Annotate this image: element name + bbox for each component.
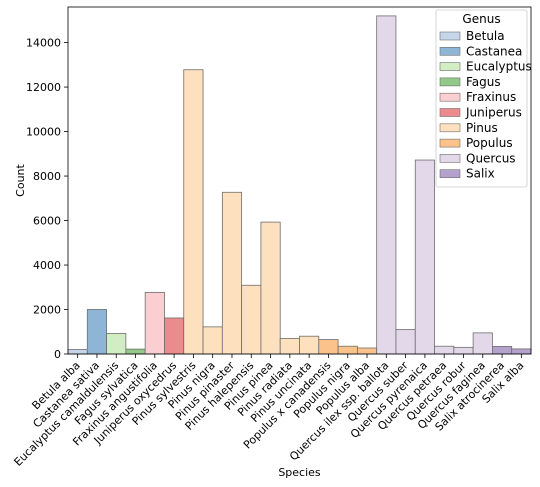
legend-label: Salix: [466, 167, 495, 181]
legend-label: Fraxinus: [466, 90, 516, 104]
legend-swatch: [439, 92, 461, 102]
legend-label: Juniperus: [465, 106, 522, 120]
legend-swatch: [439, 31, 461, 41]
plot-frame: [67, 6, 532, 355]
bar: [125, 348, 146, 355]
bar: [299, 335, 320, 355]
legend-label: Populus: [466, 136, 513, 150]
bar: [260, 221, 281, 355]
bar: [511, 348, 532, 355]
legend-swatch: [439, 138, 461, 148]
bar: [376, 15, 397, 355]
bar: [414, 159, 435, 355]
bar: [164, 317, 185, 355]
bar: [241, 284, 262, 355]
legend-swatch: [439, 77, 461, 87]
bar: [492, 346, 513, 355]
bar: [337, 345, 358, 355]
legend-label: Eucalyptus: [466, 60, 532, 74]
bar: [318, 339, 339, 355]
bar: [356, 347, 378, 355]
y-tick-label: 4000: [33, 259, 61, 272]
y-tick-label: 12000: [26, 81, 61, 94]
bar: [395, 329, 416, 355]
bar: [144, 291, 165, 355]
bar: [472, 332, 493, 355]
legend-label: Pinus: [466, 121, 498, 135]
x-axis-label: Species: [278, 466, 321, 479]
bar: [106, 333, 127, 355]
y-tick-label: 0: [54, 348, 61, 361]
bar: [86, 309, 107, 355]
y-tick-label: 10000: [26, 126, 61, 139]
bar: [434, 345, 455, 355]
legend-label: Castanea: [466, 44, 522, 58]
bar: [279, 338, 300, 355]
legend-swatch: [439, 46, 461, 56]
bar: [183, 69, 204, 355]
legend-label: Quercus: [466, 151, 516, 165]
bars-group: [67, 15, 532, 355]
legend-swatch: [439, 154, 461, 163]
y-tick-label: 2000: [33, 304, 61, 317]
y-axis: 0 2000 4000 6000 8000 10000 12000 14000: [26, 37, 68, 361]
legend-label: Fagus: [466, 75, 501, 89]
bar: [221, 191, 243, 355]
legend-swatch: [439, 62, 461, 71]
y-tick-label: 8000: [33, 170, 61, 183]
legend-swatch: [439, 169, 461, 178]
y-tick-label: 6000: [33, 215, 61, 228]
bar: [453, 346, 474, 355]
legend-swatch: [439, 123, 461, 133]
y-axis-label: Count: [14, 163, 27, 196]
legend-swatch: [439, 108, 461, 117]
y-tick-label: 14000: [26, 37, 61, 50]
bar: [202, 326, 223, 355]
legend-title: Genus: [462, 12, 500, 26]
legend-label: Betula: [466, 29, 505, 43]
bar: [67, 349, 88, 355]
